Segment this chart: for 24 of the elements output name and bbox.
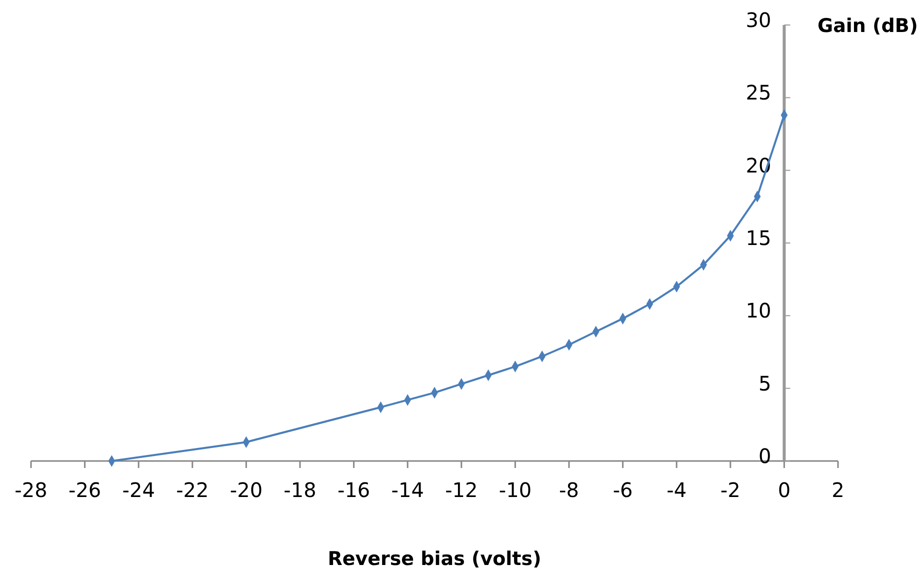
y-tick-label: 30	[746, 8, 772, 32]
x-tick-label: -22	[176, 478, 209, 502]
y-tick-label: 5	[758, 371, 772, 396]
y-tick-label: 10	[746, 298, 772, 323]
x-tick-label: -8	[559, 478, 579, 502]
x-tick-label: -14	[391, 478, 424, 502]
y-tick-label: 0	[758, 444, 772, 468]
y-tick-label: 25	[746, 80, 772, 105]
x-tick-label: 0	[778, 478, 791, 502]
x-tick-label: -6	[612, 478, 633, 502]
x-tick-label: -16	[337, 478, 370, 502]
y-axis-title: Gain (dB)	[817, 15, 918, 37]
x-tick-label: -20	[230, 478, 263, 502]
x-tick-label: -26	[68, 478, 102, 502]
x-tick-label: -4	[666, 478, 687, 502]
x-tick-label: -28	[14, 478, 48, 502]
x-tick-label: 2	[832, 478, 844, 502]
y-tick-label: 15	[746, 226, 772, 250]
x-tick-label: -10	[498, 478, 532, 502]
x-tick-label: -2	[720, 478, 740, 502]
x-tick-label: -24	[122, 478, 155, 502]
x-tick-label: -12	[445, 478, 478, 502]
x-axis-title: Reverse bias (volts)	[328, 548, 542, 570]
x-tick-label: -18	[284, 478, 316, 502]
